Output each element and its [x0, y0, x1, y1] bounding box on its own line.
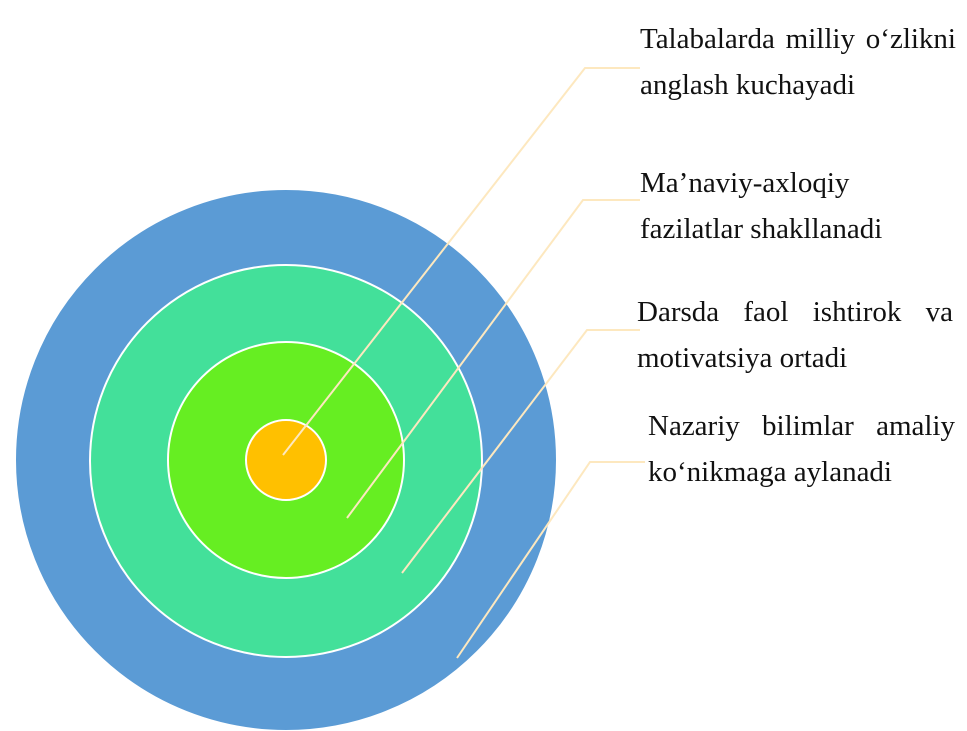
leader-line	[456, 461, 645, 659]
label: Nazariy bilimlar amaliy ko‘nikmaga aylan…	[648, 410, 955, 488]
leader-line	[282, 67, 640, 456]
leader-line	[346, 199, 640, 519]
label: Ma’naviy-axloqiy fazilatlar shakllanadi	[640, 167, 883, 245]
label: Talabalarda milliy o‘zlikni anglash kuch…	[640, 23, 956, 101]
core	[245, 419, 327, 501]
leader-line	[401, 329, 640, 574]
label: Darsda faol ishtirok va motivatsiya orta…	[637, 296, 953, 374]
